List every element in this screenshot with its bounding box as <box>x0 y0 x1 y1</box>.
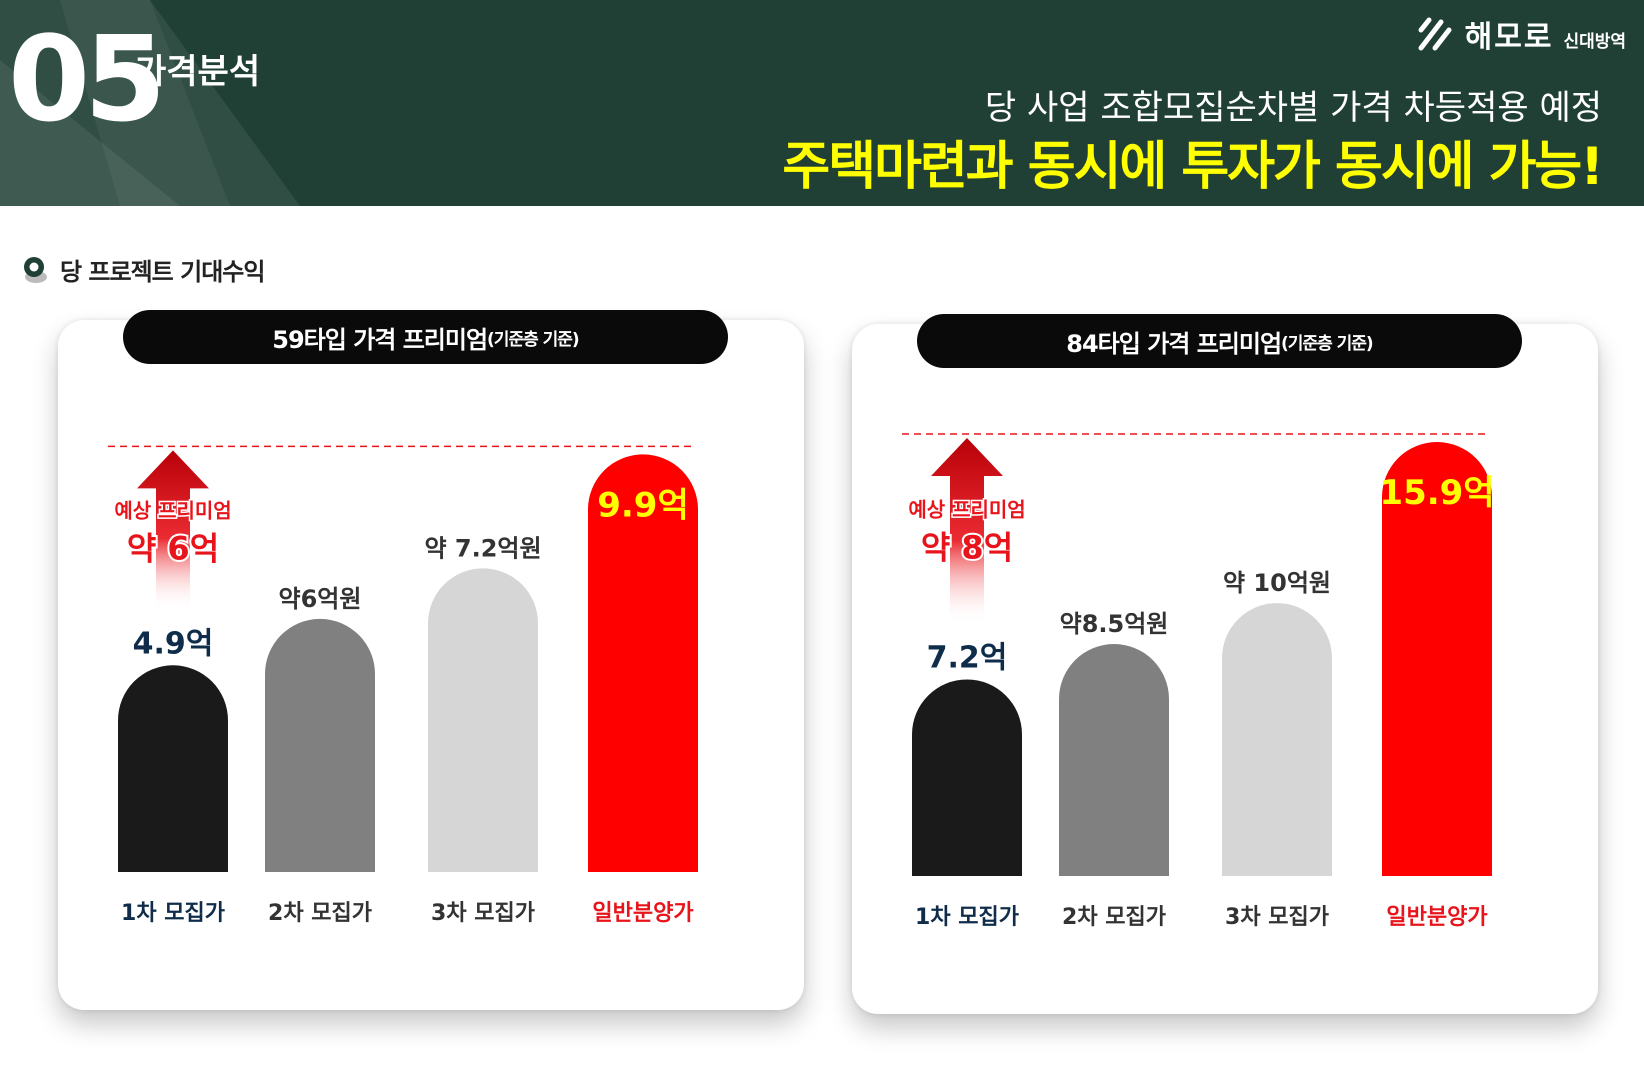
bar-1 <box>912 679 1022 876</box>
value-label-4: 9.9억 <box>597 485 689 525</box>
section-label: 당 프로젝트 기대수익 <box>22 252 265 287</box>
value-label-3: 약 7.2억원 <box>424 534 541 562</box>
premium-arrow-icon <box>137 450 209 611</box>
category-label-4: 일반분양가 <box>592 901 693 926</box>
bar-4 <box>588 454 698 872</box>
section-title: 가격분석 <box>135 52 261 92</box>
bar-4 <box>1382 442 1492 876</box>
value-label-2: 약6억원 <box>279 585 362 613</box>
bar-2 <box>265 618 375 872</box>
chart-title-pill-84: 84타입 가격 프리미엄 (기준층 기준) <box>917 314 1522 368</box>
chart-subtitle-59: (기준층 기준) <box>487 329 580 350</box>
logo-sub: 신대방역 <box>1563 31 1626 52</box>
category-label-1: 1차 모집가 <box>121 901 225 926</box>
value-label-1: 4.9억 <box>133 626 214 661</box>
chart-title-84: 84타입 가격 프리미엄 <box>1066 329 1282 358</box>
chart-84: 7.2억 1차 모집가 약8.5억원 2차 모집가 약 10억원 3차 모집가 15.9억일… <box>902 433 1495 930</box>
premium-arrow-icon <box>931 438 1003 625</box>
premium-annotation-line1: 예상 프리미엄 <box>114 499 231 523</box>
section-number: 05 <box>8 10 166 148</box>
location-pin-icon <box>24 256 47 283</box>
chart-subtitle-84: (기준층 기준) <box>1281 333 1374 354</box>
logo-mark-icon <box>1418 17 1452 51</box>
chart-title-59: 59타입 가격 프리미엄 <box>272 325 488 354</box>
category-label-2: 2차 모집가 <box>268 901 372 926</box>
chart-59: 4.9억 1차 모집가 약6억원 2차 모집가 약 7.2억원 3차 모집가 9.9억일반분… <box>108 445 698 926</box>
premium-annotation-line1: 예상 프리미엄 <box>908 497 1025 521</box>
premium-annotation-line2: 약 8억 <box>921 528 1013 566</box>
value-label-3: 약 10억원 <box>1223 569 1331 597</box>
headline-primary: 당 사업 조합모집순차별 가격 차등적용 예정 <box>984 88 1602 128</box>
logo-name: 해모로 <box>1464 20 1554 55</box>
bar-3 <box>428 568 538 872</box>
category-label-2: 2차 모집가 <box>1062 905 1166 930</box>
value-label-4: 15.9억 <box>1379 473 1494 513</box>
value-label-2: 약8.5억원 <box>1060 610 1169 638</box>
bar-3 <box>1222 603 1332 876</box>
category-label-4: 일반분양가 <box>1386 905 1487 930</box>
chart-title-pill-59: 59타입 가격 프리미엄 (기준층 기준) <box>123 310 728 364</box>
brand-logo: 해모로 신대방역 <box>1415 12 1626 56</box>
category-label-3: 3차 모집가 <box>431 901 535 926</box>
header-banner: 05 가격분석 해모로 신대방역 당 사업 조합모집순차별 가격 차등적용 예정… <box>0 0 1644 206</box>
bar-2 <box>1059 644 1169 876</box>
header-decoration <box>0 0 300 206</box>
headline-highlight: 주택마련과 동시에 투자가 동시에 가능! <box>782 137 1604 197</box>
value-label-1: 7.2억 <box>927 640 1008 675</box>
category-label-1: 1차 모집가 <box>915 905 1019 930</box>
section-label-text: 당 프로젝트 기대수익 <box>60 258 265 286</box>
category-label-3: 3차 모집가 <box>1225 905 1329 930</box>
premium-annotation-line2: 약 6억 <box>127 530 219 568</box>
bar-1 <box>118 665 228 872</box>
